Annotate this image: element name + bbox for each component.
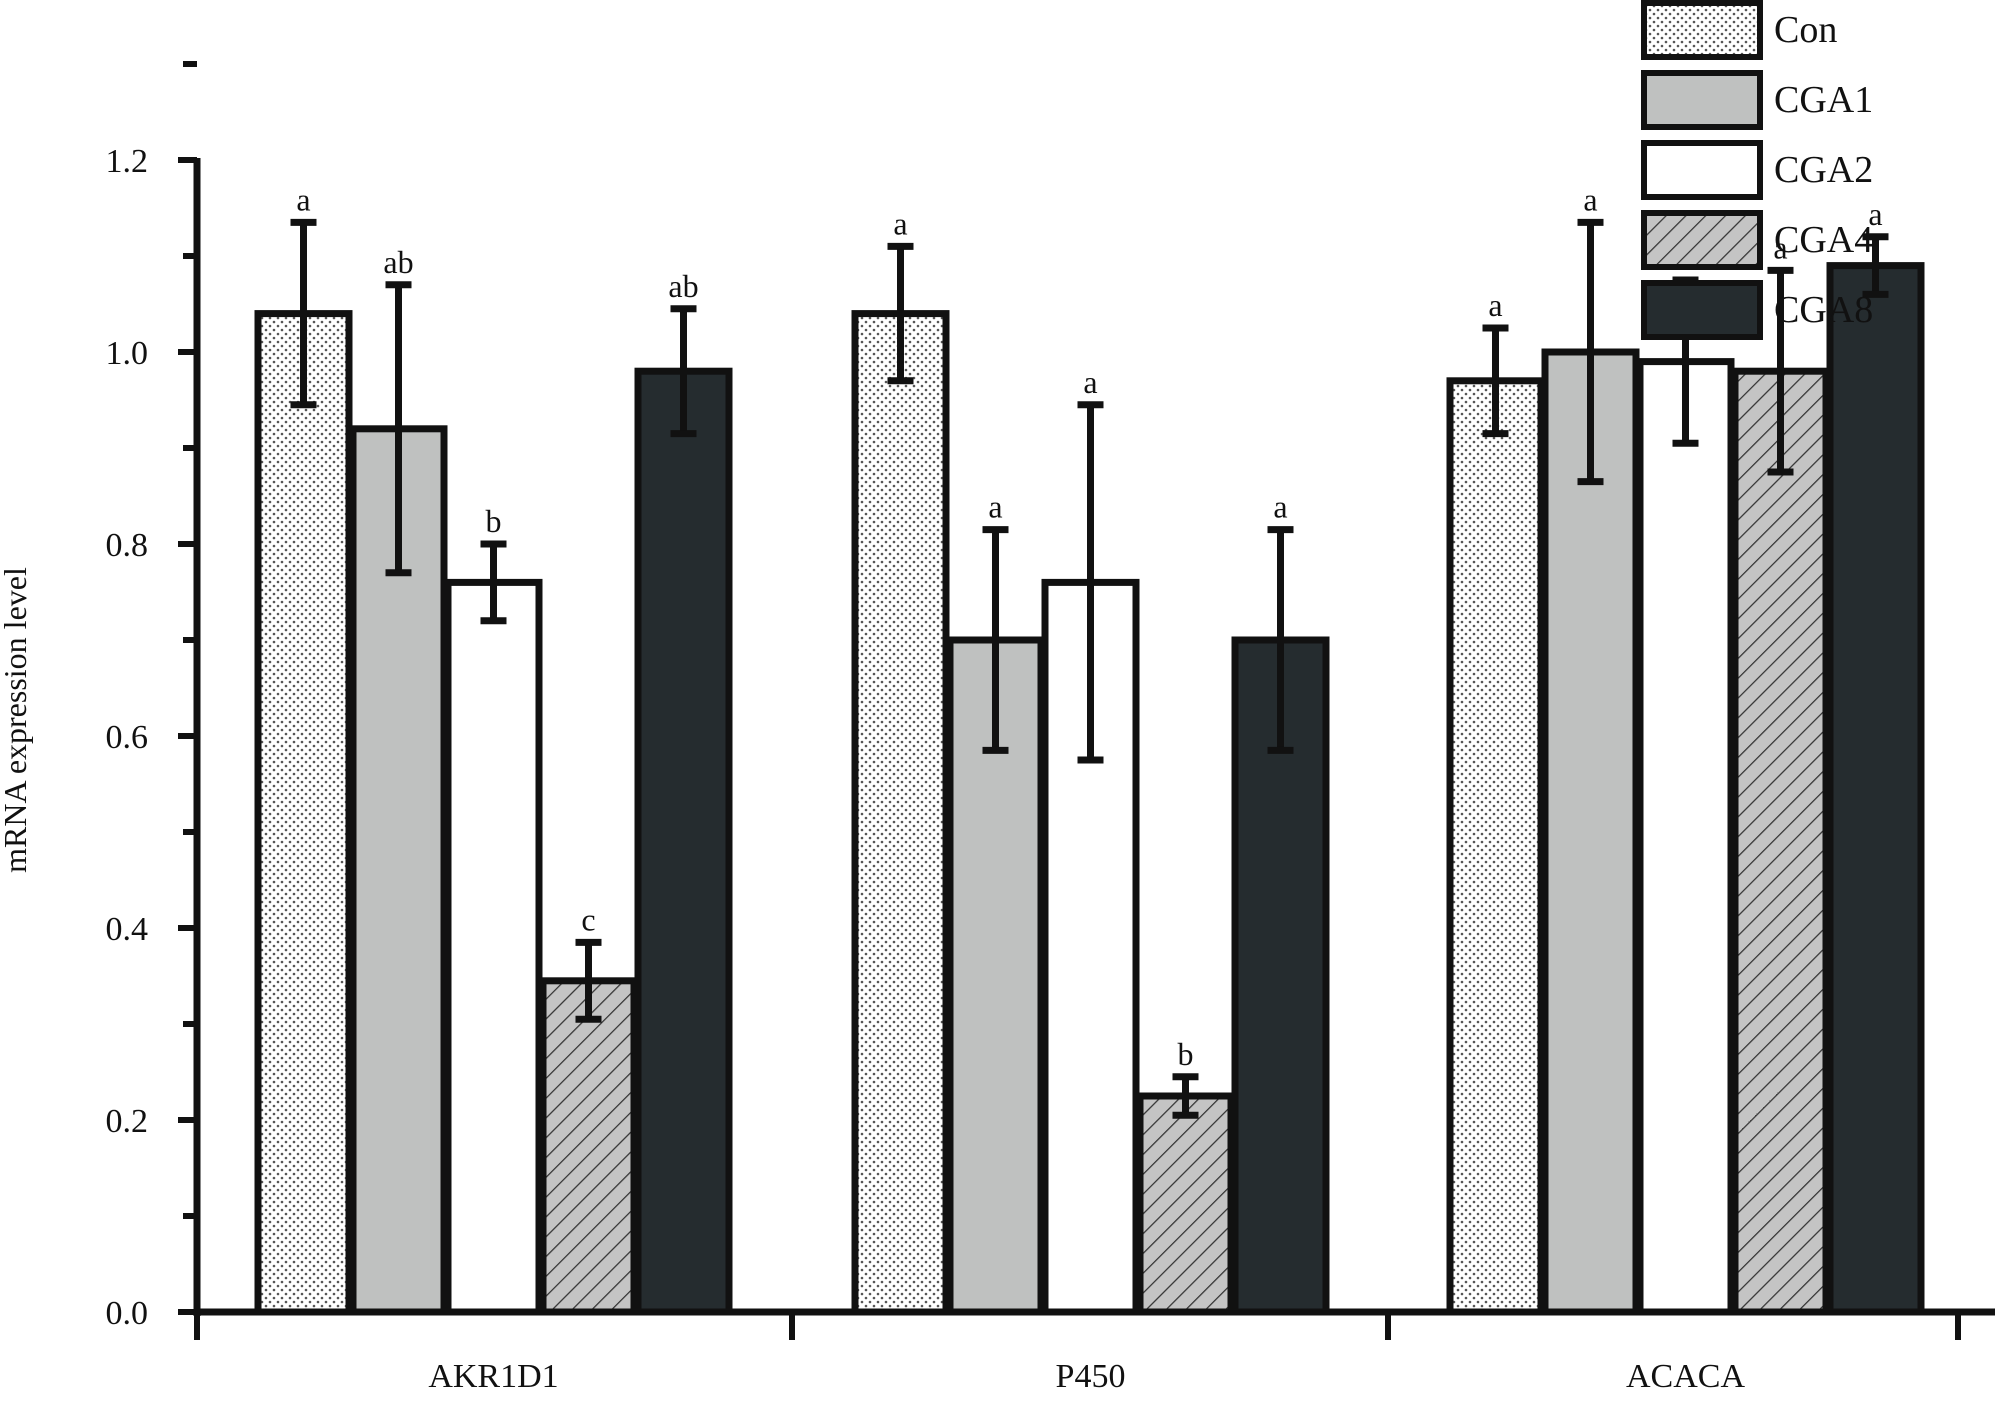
significance-label: a [296, 181, 310, 217]
significance-label: a [893, 205, 907, 241]
significance-label: ab [668, 268, 698, 304]
y-tick-label: 0.6 [106, 719, 149, 756]
significance-label: ab [383, 244, 413, 280]
y-tick-label: 0.4 [106, 911, 149, 948]
bar [1731, 367, 1830, 1316]
legend-swatch [1641, 280, 1763, 340]
bar [1636, 358, 1735, 1316]
significance-label: c [581, 901, 595, 937]
legend-label: CGA8 [1774, 289, 1873, 331]
bar [539, 977, 638, 1316]
bar [1541, 348, 1640, 1316]
bar [444, 578, 543, 1316]
legend-swatch [1641, 0, 1763, 60]
legend: Con CGA1 CGA2 CGA4 CGA8 [1641, 0, 1873, 340]
x-category-label: ACACA [1626, 1358, 1745, 1395]
legend-swatch [1641, 70, 1763, 130]
legend-swatch [1641, 140, 1763, 200]
bar [634, 367, 733, 1316]
significance-label: a [1083, 364, 1097, 400]
bar [1826, 262, 1925, 1316]
legend-label: CGA2 [1774, 149, 1873, 191]
legend-label: CGA1 [1774, 79, 1873, 121]
y-tick-label: 1.0 [106, 335, 149, 372]
legend-label: CGA4 [1774, 219, 1873, 261]
x-category-label: P450 [1056, 1358, 1126, 1395]
legend-swatch [1641, 210, 1763, 270]
y-tick-label: 0.8 [106, 527, 149, 564]
y-tick-label: 1.2 [106, 143, 149, 180]
significance-label: a [1868, 196, 1882, 232]
x-category-label: AKR1D1 [428, 1358, 558, 1395]
significance-label: a [1773, 229, 1787, 265]
bar [1136, 1092, 1235, 1316]
significance-label: a [1488, 287, 1502, 323]
significance-label: a [1583, 181, 1597, 217]
y-tick-label: 0.0 [106, 1295, 149, 1332]
significance-label: a [1273, 489, 1287, 525]
significance-label: b [486, 503, 502, 539]
bar [1446, 377, 1545, 1316]
bar [254, 310, 353, 1316]
y-tick-label: 0.2 [106, 1103, 149, 1140]
significance-label: b [1178, 1036, 1194, 1072]
legend-label: Con [1774, 9, 1837, 51]
significance-label: a [988, 489, 1002, 525]
bar [851, 310, 950, 1316]
y-axis-label: mRNA expression level [0, 567, 33, 873]
